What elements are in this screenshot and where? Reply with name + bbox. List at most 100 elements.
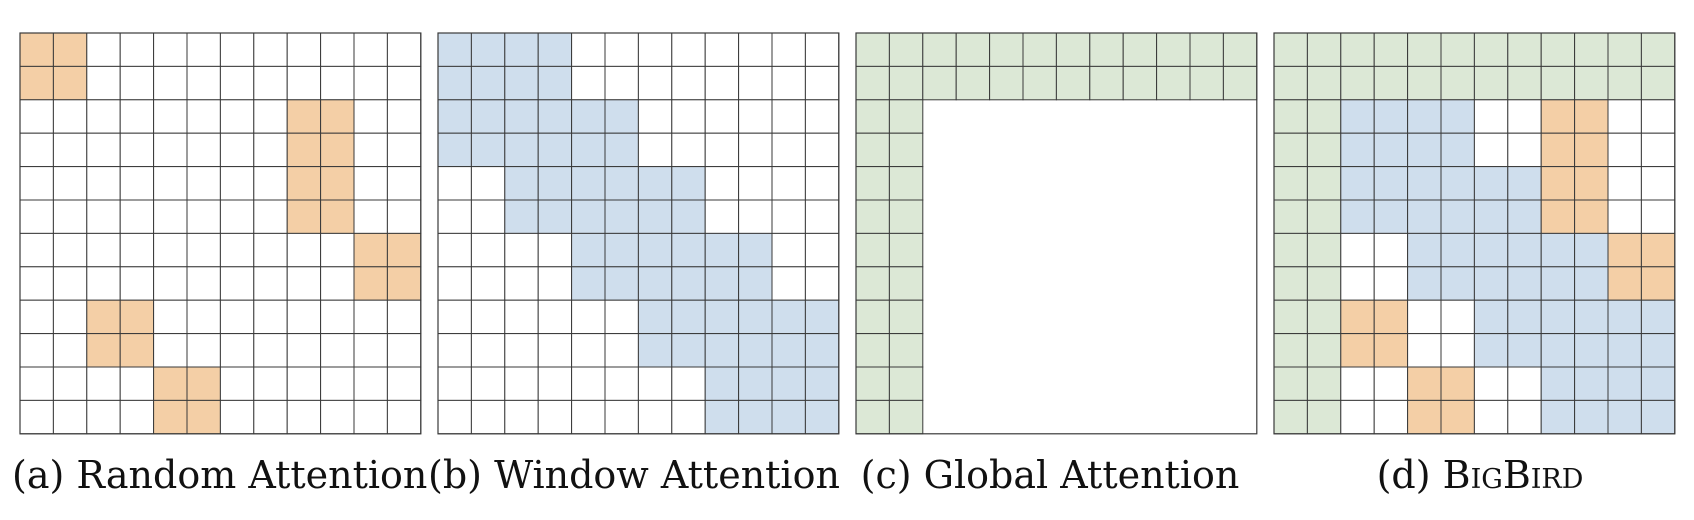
cell-empty-r5-c5 <box>186 199 221 234</box>
cell-global-r0-c6 <box>1055 32 1091 67</box>
cell-empty-r7-c3 <box>119 266 155 301</box>
cell-empty-r3-c11 <box>386 132 422 168</box>
cell-random-r5-c8 <box>286 199 322 234</box>
cell-window-r5-c5 <box>604 199 639 234</box>
cell-window-r3-c0 <box>437 132 472 168</box>
cell-empty-r8-c4 <box>1407 299 1442 335</box>
cell-global-r3-c1 <box>1306 132 1342 168</box>
cell-global-r0-c6 <box>1473 32 1509 67</box>
cell-global-r1-c7 <box>1507 65 1542 101</box>
cell-empty-r0-c11 <box>386 32 422 67</box>
cell-empty-r10-c3 <box>537 366 573 401</box>
cell-random-r6-c10 <box>353 232 388 268</box>
cell-global-r1-c1 <box>1306 65 1342 101</box>
cell-global-r1-c2 <box>1340 65 1375 101</box>
cell-empty-r4-c1 <box>470 166 506 201</box>
cell-empty-r9-c1 <box>470 333 506 368</box>
cell-global-r6-c1 <box>1306 232 1342 268</box>
window-attention-grid <box>437 32 840 435</box>
cell-window-r4-c4 <box>1407 166 1442 201</box>
cell-random-r10-c4 <box>1407 366 1442 401</box>
cell-global-r1-c5 <box>1022 65 1057 101</box>
cell-empty-r9-c5 <box>186 333 221 368</box>
cell-empty-r10-c7 <box>671 366 706 401</box>
grid-frame <box>1273 32 1676 435</box>
cell-window-r3-c4 <box>571 132 606 168</box>
cell-empty-r7-c2 <box>504 266 539 301</box>
cell-empty-r6-c5 <box>186 232 221 268</box>
cell-empty-r3-c9 <box>738 132 773 168</box>
cell-global-r5-c1 <box>888 199 924 234</box>
cell-window-r6-c9 <box>738 232 773 268</box>
cell-window-r2-c4 <box>571 99 606 134</box>
cell-global-r0-c10 <box>1607 32 1642 67</box>
cell-random-r5-c9 <box>320 199 355 234</box>
cell-global-r11-c1 <box>1306 399 1342 435</box>
cell-empty-r11-c6 <box>219 399 255 435</box>
cell-global-r8-c0 <box>1273 299 1308 335</box>
random-attention-caption: (a) Random Attention <box>12 450 427 500</box>
cell-window-r5-c4 <box>571 199 606 234</box>
cell-window-r7-c6 <box>1473 266 1509 301</box>
cell-empty-r7-c2 <box>1340 266 1375 301</box>
cell-global-r1-c10 <box>1189 65 1224 101</box>
cell-random-r4-c9 <box>1574 166 1609 201</box>
cell-global-r0-c11 <box>1222 32 1258 67</box>
cell-empty-r6-c9 <box>320 232 355 268</box>
cell-empty-r10-c7 <box>253 366 288 401</box>
cell-global-r10-c1 <box>888 366 924 401</box>
cell-window-r9-c7 <box>1507 333 1542 368</box>
window-attention-caption: (b) Window Attention <box>428 450 840 500</box>
cell-empty-r1-c5 <box>604 65 639 101</box>
cell-window-r7-c6 <box>637 266 673 301</box>
cell-random-r4-c8 <box>1540 166 1576 201</box>
cell-empty-r11-c8 <box>286 399 322 435</box>
cell-random-r10-c5 <box>186 366 221 401</box>
cell-empty-r6-c4 <box>153 232 188 268</box>
cell-empty-r3-c10 <box>771 132 806 168</box>
cell-empty-r7-c1 <box>52 266 88 301</box>
cell-window-r4-c5 <box>604 166 639 201</box>
cell-global-r0-c1 <box>888 32 924 67</box>
cell-empty-r3-c2 <box>86 132 121 168</box>
cell-global-r6-c0 <box>1273 232 1308 268</box>
cell-empty-r1-c9 <box>738 65 773 101</box>
cell-global-r6-c1 <box>888 232 924 268</box>
cell-empty-r9-c1 <box>52 333 88 368</box>
cell-empty-r2-c7 <box>253 99 288 134</box>
cell-empty-r3-c6 <box>637 132 673 168</box>
cell-random-r11-c4 <box>153 399 188 435</box>
cell-global-r4-c0 <box>1273 166 1308 201</box>
cell-window-r8-c7 <box>1507 299 1542 335</box>
cell-window-r8-c11 <box>804 299 840 335</box>
cell-window-r6-c7 <box>671 232 706 268</box>
cell-global-r8-c1 <box>888 299 924 335</box>
cell-global-r1-c5 <box>1440 65 1475 101</box>
cell-empty-r8-c2 <box>504 299 539 335</box>
cell-empty-r10-c6 <box>219 366 255 401</box>
cell-window-r9-c11 <box>804 333 840 368</box>
cell-empty-r10-c1 <box>52 366 88 401</box>
cell-global-r9-c0 <box>1273 333 1308 368</box>
cell-window-r10-c8 <box>1540 366 1576 401</box>
cell-window-r6-c9 <box>1574 232 1609 268</box>
cell-empty-r5-c0 <box>437 199 472 234</box>
cell-random-r7-c11 <box>386 266 422 301</box>
cell-global-r0-c2 <box>1340 32 1375 67</box>
cell-empty-r5-c7 <box>253 199 288 234</box>
cell-window-r6-c6 <box>637 232 673 268</box>
cell-global-r0-c3 <box>1373 32 1409 67</box>
cell-empty-r7-c11 <box>804 266 840 301</box>
cell-window-r8-c8 <box>704 299 740 335</box>
cell-empty-r7-c7 <box>253 266 288 301</box>
cell-empty-r8-c1 <box>470 299 506 335</box>
cell-window-r2-c5 <box>604 99 639 134</box>
cell-window-r6-c5 <box>1440 232 1475 268</box>
cell-window-r4-c3 <box>537 166 573 201</box>
cell-empty-r7-c0 <box>437 266 472 301</box>
cell-empty-r6-c7 <box>253 232 288 268</box>
cell-empty-r2-c5 <box>186 99 221 134</box>
cell-window-r6-c5 <box>604 232 639 268</box>
cell-window-r4-c4 <box>571 166 606 201</box>
cell-empty-r7-c6 <box>219 266 255 301</box>
